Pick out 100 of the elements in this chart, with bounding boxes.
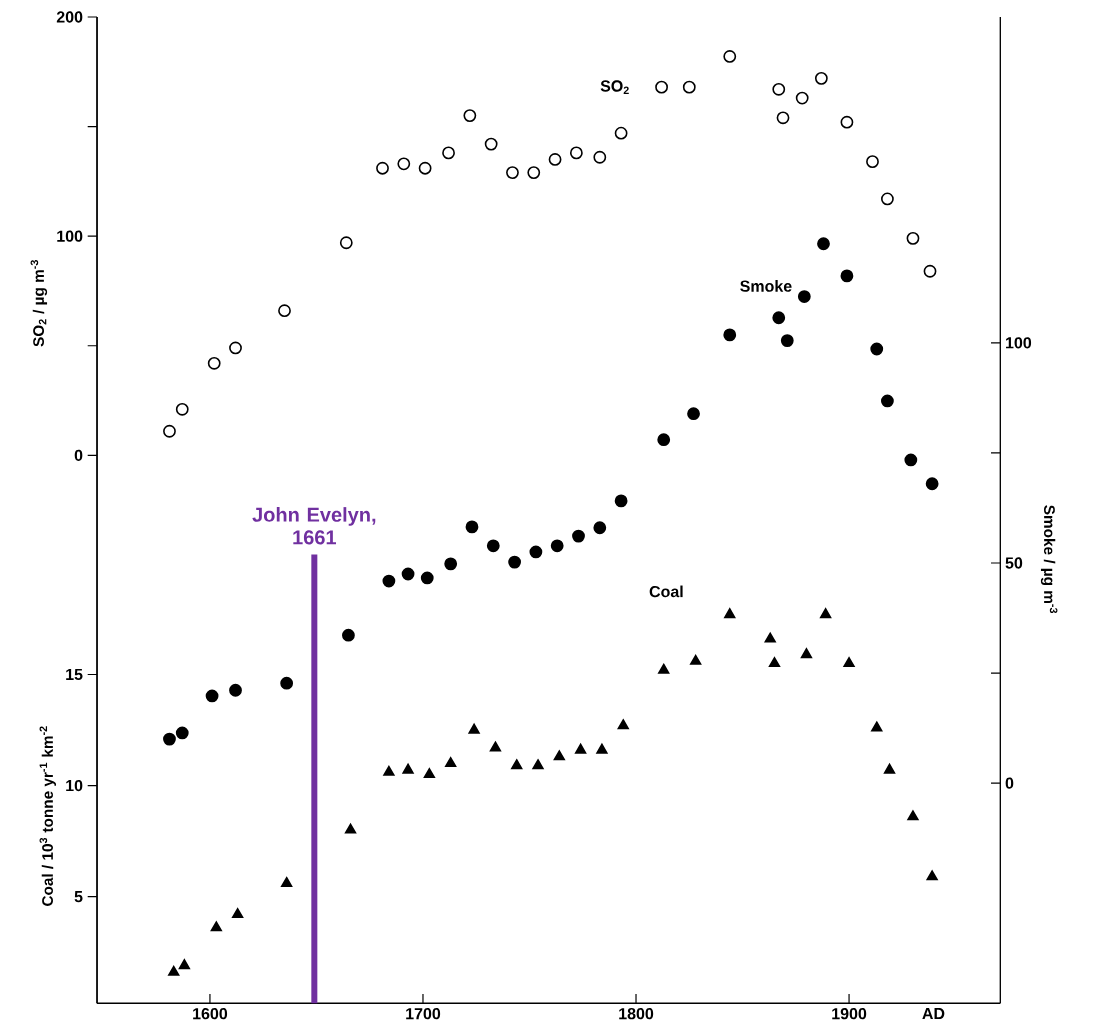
- point: [468, 723, 480, 734]
- point: [383, 765, 395, 776]
- point: [870, 342, 884, 356]
- point: [418, 161, 432, 175]
- point: [593, 150, 607, 164]
- point: [463, 109, 477, 123]
- x-tick-label: 1800: [619, 1008, 654, 1020]
- x-tick-label: 1700: [406, 1008, 441, 1020]
- point: [840, 269, 854, 283]
- point: [231, 908, 244, 919]
- point: [229, 683, 242, 697]
- point: [614, 126, 628, 140]
- point: [445, 757, 457, 767]
- ref-line-label: John Evelyn, 1661: [252, 507, 376, 545]
- point: [682, 80, 696, 94]
- y2-tick-label: 100: [1006, 337, 1032, 349]
- point: [344, 823, 357, 834]
- x-tick-label: 1600: [193, 1008, 228, 1020]
- y-tick-label: 0: [74, 449, 83, 462]
- point: [776, 111, 790, 125]
- point: [819, 608, 832, 619]
- x-tick-label: 1900: [832, 1008, 867, 1020]
- point: [840, 115, 854, 129]
- y2-axis-title: Smoke / µg m$^{-3}$: [1040, 505, 1058, 614]
- point: [527, 166, 541, 180]
- point: [401, 567, 415, 581]
- point: [402, 763, 414, 774]
- point: [376, 161, 389, 175]
- point: [205, 689, 219, 703]
- point: [278, 304, 291, 318]
- point: [163, 424, 176, 438]
- point: [906, 231, 920, 245]
- point: [229, 341, 242, 355]
- point: [529, 545, 543, 559]
- point: [175, 726, 189, 740]
- point: [423, 768, 436, 779]
- point: [420, 571, 434, 585]
- point: [772, 82, 786, 96]
- y-axis-title: SO$_{2}$ / µg m$^{-3}$: [30, 260, 48, 347]
- y3-tick-label: 15: [66, 668, 83, 681]
- point: [574, 743, 587, 754]
- point: [596, 743, 608, 754]
- point: [569, 146, 583, 160]
- point: [772, 311, 786, 325]
- text: Coal: [649, 585, 683, 598]
- point: [210, 921, 222, 932]
- point: [617, 719, 629, 730]
- point: [442, 146, 455, 160]
- point: [382, 574, 396, 588]
- point: [484, 137, 498, 151]
- point: [178, 959, 191, 970]
- point: [881, 394, 894, 408]
- point: [465, 520, 479, 534]
- y-tick-label: 200: [56, 11, 83, 23]
- point: [511, 759, 523, 770]
- point: [904, 453, 918, 467]
- point: [655, 80, 668, 94]
- point: [508, 555, 521, 569]
- point: [817, 237, 830, 251]
- point: [925, 477, 939, 491]
- point: [657, 433, 671, 447]
- point: [923, 264, 937, 278]
- point: [280, 876, 293, 887]
- point: [800, 648, 813, 659]
- point: [486, 539, 500, 553]
- point: [797, 290, 811, 304]
- point: [687, 407, 700, 421]
- series-label: SO$_{2}$: [600, 80, 629, 94]
- point: [926, 870, 938, 881]
- point: [339, 236, 353, 250]
- point: [593, 521, 607, 535]
- point: [871, 721, 883, 732]
- point: [532, 759, 544, 770]
- point: [342, 628, 355, 642]
- point: [764, 632, 776, 643]
- point: [397, 157, 411, 171]
- point: [881, 192, 894, 206]
- point: [506, 166, 519, 180]
- point: [883, 763, 896, 774]
- point: [207, 356, 221, 370]
- y2-tick-label: 0: [1005, 777, 1014, 789]
- series-label: Smoke: [740, 280, 792, 292]
- point: [690, 654, 702, 665]
- point: [795, 91, 809, 105]
- y3-tick-label: 10: [66, 779, 83, 792]
- y2-tick-label: 50: [1005, 557, 1023, 569]
- point: [723, 328, 737, 342]
- point: [489, 741, 502, 752]
- point: [280, 676, 294, 690]
- point: [814, 71, 828, 85]
- point: [163, 732, 176, 746]
- y-tick-label: 100: [57, 230, 83, 242]
- point: [175, 402, 189, 416]
- point: [548, 153, 562, 166]
- point: [768, 657, 781, 668]
- point: [780, 334, 794, 348]
- point: [658, 663, 670, 674]
- point: [572, 529, 585, 543]
- point: [553, 750, 565, 761]
- x-axis-title: AD: [922, 1008, 945, 1020]
